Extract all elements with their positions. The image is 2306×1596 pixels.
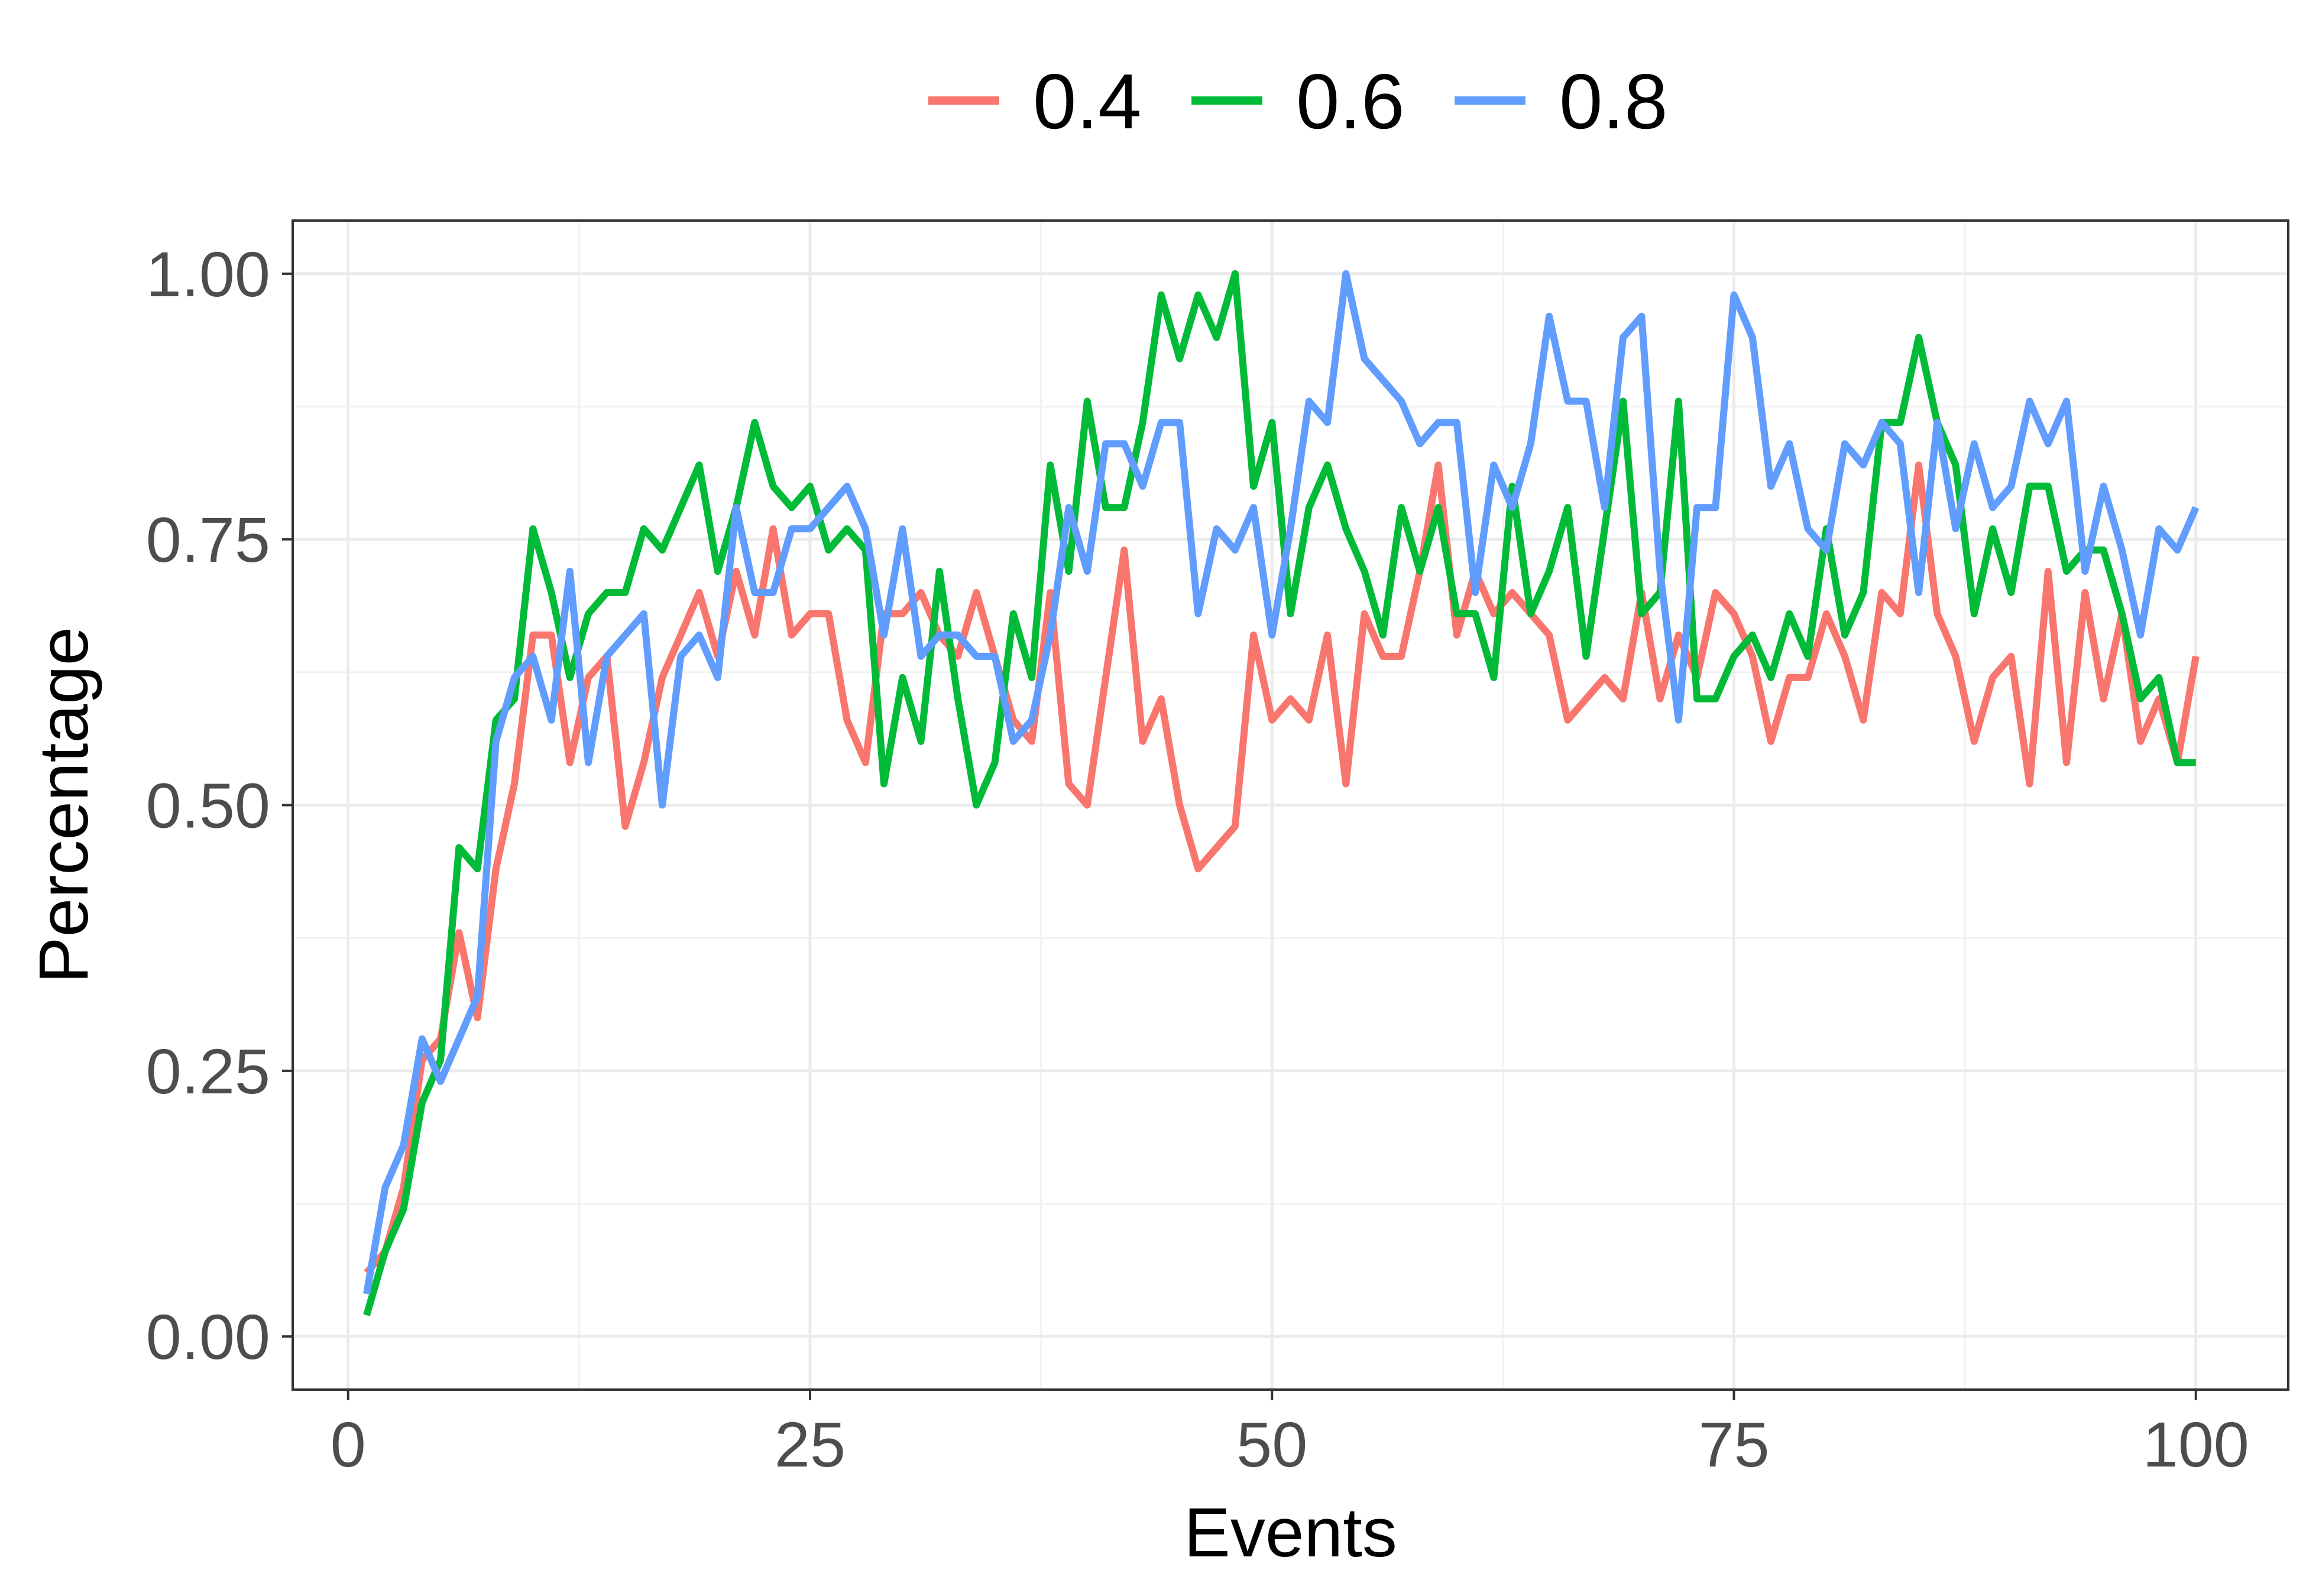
- x-tick-label: 50: [1236, 1409, 1307, 1480]
- y-tick-label: 0.50: [146, 770, 270, 841]
- y-tick-label: 1.00: [146, 238, 270, 310]
- x-tick-label: 75: [1698, 1409, 1769, 1480]
- legend-label: 0.6: [1296, 58, 1405, 145]
- series-line-0-8: [363, 270, 2200, 1295]
- x-axis-title: Events: [1184, 1494, 1397, 1572]
- series-lines: [363, 270, 2200, 1316]
- x-axis: 0 25 50 75 100: [331, 1390, 2249, 1480]
- legend-label: 0.8: [1559, 58, 1668, 145]
- x-tick-label: 0: [331, 1409, 366, 1480]
- series-line-0-6: [363, 270, 2196, 1316]
- y-axis: 0.00 0.25 0.50 0.75 1.00: [146, 238, 293, 1372]
- y-axis-title: Percentage: [25, 627, 103, 984]
- legend-label: 0.4: [1033, 58, 1142, 145]
- legend: 0.4 0.6 0.8: [928, 58, 1668, 145]
- y-tick-label: 0.75: [146, 504, 270, 575]
- series-line-0-4: [364, 461, 2200, 1275]
- x-tick-label: 100: [2143, 1409, 2249, 1480]
- y-tick-label: 0.00: [146, 1301, 270, 1372]
- x-tick-label: 25: [775, 1409, 846, 1480]
- y-tick-label: 0.25: [146, 1035, 270, 1107]
